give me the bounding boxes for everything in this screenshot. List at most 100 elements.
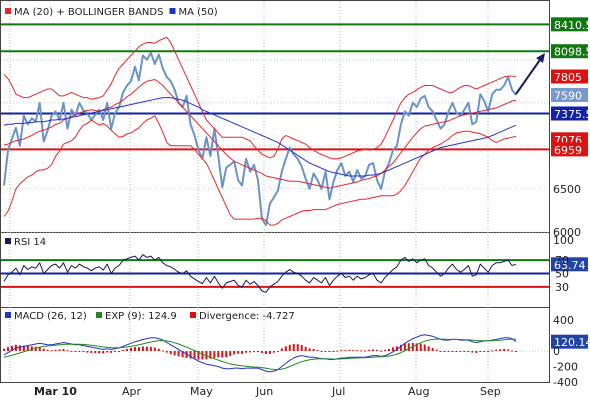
macd-legend-label: Divergence: -4.727 [199,311,295,322]
divergence-bar [491,350,494,352]
divergence-bar [296,344,299,351]
macd-value-badge-label: 120.14 [554,336,590,349]
divergence-bar [427,346,430,351]
price-level-badge-box [551,69,588,84]
price-series-ma50 [3,97,517,177]
divergence-bar [245,351,248,353]
x-tick-label: Jun [255,385,273,398]
divergence-bar [114,351,117,352]
x-tick-label: Aug [408,385,429,398]
divergence-bar [312,348,315,351]
rsi-legend-label: RSI 14 [14,237,46,248]
divergence-bar [110,351,113,353]
divergence-bar [253,351,256,353]
divergence-bar [455,351,458,352]
price-y-tick: 6500 [553,183,581,196]
divergence-bar [78,351,81,352]
divergence-bar [399,344,402,351]
divergence-bar [46,349,49,351]
divergence-bar [30,346,33,351]
divergence-bar [479,351,482,352]
divergence-bar [403,343,406,351]
divergence-bar [257,351,260,352]
macd-legend-swatch [5,312,11,318]
divergence-bar [387,348,390,351]
divergence-bar [34,346,37,351]
divergence-bar [300,344,303,351]
divergence-bar [511,350,514,352]
divergence-bar [284,346,287,351]
legend-label: MA (50) [179,7,218,18]
divergence-bar [145,346,148,351]
divergence-bar [451,351,454,352]
divergence-bar [189,351,192,359]
x-tick-label: Mar 10 [34,385,77,398]
last-price-badge-label: 7590 [554,90,582,103]
macd-y-tick: -400 [553,376,578,389]
divergence-bar [205,351,208,360]
divergence-bar [66,350,69,352]
divergence-bar [106,351,109,353]
rsi-level-label: 30 [555,281,569,294]
divergence-bar [161,350,164,352]
divergence-bar [407,343,410,351]
divergence-bar [264,351,267,354]
divergence-bar [221,351,224,358]
divergence-bar [22,345,25,351]
price-panel-frame [0,0,550,233]
macd-legend-label: EXP (9): 124.9 [105,311,177,322]
badge-layer: 8410.58098.578057375.570766959759063.741… [551,17,590,349]
divergence-bar [487,351,490,352]
divergence-bar [229,351,232,356]
macd-y-tick: 0 [553,345,560,358]
divergence-bar [276,351,279,352]
divergence-bar [272,351,275,353]
x-tick-label: Sep [480,385,501,398]
price-level-badge-box [551,106,588,121]
divergence-bar [352,350,355,352]
divergence-bar [515,351,517,352]
divergence-bar [74,351,77,352]
price-series-price [3,51,517,227]
rsi-panel-frame [0,232,550,308]
divergence-bar [336,350,339,352]
divergence-bar [507,349,510,351]
divergence-bar [126,348,129,351]
divergence-bar [197,351,200,360]
divergence-bar [153,347,156,351]
divergence-bar [237,351,240,354]
divergence-bar [98,351,101,354]
divergence-bar [137,347,140,351]
divergence-bar [364,350,367,352]
divergence-bar [157,348,160,351]
divergence-bar [328,351,331,352]
divergence-bar [280,348,283,351]
divergence-bar [6,347,9,351]
divergence-bar [82,351,85,353]
divergence-bar [431,347,434,351]
divergence-bar [260,351,263,354]
divergence-bar [118,351,121,352]
divergence-bar [419,343,422,351]
divergence-bar [90,351,93,353]
divergence-bar [169,351,172,355]
divergence-bar [439,351,442,352]
macd-y-tick: 400 [553,314,574,327]
price-level-badge: 7375.5 [551,106,590,121]
divergence-bar [340,350,343,352]
divergence-bar [209,351,212,359]
price-level-badge-box [551,142,588,157]
divergence-bar [70,350,73,352]
divergence-bar [292,344,295,351]
rsi-legend-swatch [5,238,11,244]
price-level-badge: 7805 [551,69,588,84]
divergence-bar [415,343,418,351]
divergence-bar [467,351,470,352]
divergence-bar [471,351,474,353]
rsi-value-badge: 63.74 [551,257,588,272]
x-tick-label: Jul [331,385,345,398]
divergence-bar [495,349,498,351]
divergence-bar [58,349,61,351]
